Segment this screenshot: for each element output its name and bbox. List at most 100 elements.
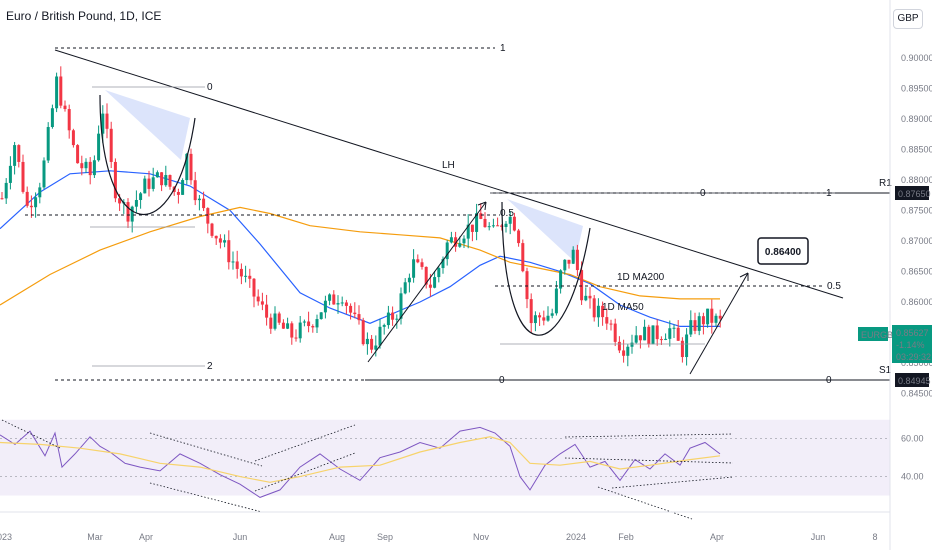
candle-body <box>609 323 613 325</box>
candle-body <box>412 259 416 278</box>
candle-body <box>706 308 710 325</box>
candle-body <box>252 278 256 297</box>
rsi-band <box>0 419 890 496</box>
candle-body <box>17 145 21 162</box>
candle-body <box>311 326 315 328</box>
candle-body <box>382 325 386 327</box>
shaded-pattern-area <box>507 199 583 262</box>
candle-body <box>260 301 264 305</box>
candle-body <box>685 334 689 358</box>
symbol-tag <box>858 327 888 341</box>
candle-body <box>181 180 185 195</box>
candle-body <box>420 262 424 267</box>
symbol-title: Euro / British Pound, 1D, ICE <box>6 9 162 23</box>
target-price-label: 0.86400 <box>765 247 802 258</box>
time-tick-label: Apr <box>710 532 724 542</box>
ma50-label: 1D MA50 <box>602 302 644 313</box>
candle-body <box>622 350 626 356</box>
candle-body <box>496 225 500 227</box>
candle-body <box>189 153 193 181</box>
candle-body <box>130 206 134 222</box>
candle-body <box>676 327 680 341</box>
candle-body <box>319 312 323 320</box>
candle-body <box>328 294 332 301</box>
time-tick-label: Nov <box>473 532 490 542</box>
shaded-pattern-area <box>105 90 190 160</box>
candle-body <box>353 312 357 315</box>
candle-body <box>487 226 491 228</box>
candle-body <box>647 326 651 345</box>
ma200-line <box>0 206 720 306</box>
candle-body <box>668 328 672 339</box>
s1-price-tag <box>895 373 929 387</box>
rsi-channel-line <box>254 452 356 492</box>
last-price-tag <box>892 325 932 363</box>
symbol-tag-label: EURGBP <box>861 330 899 340</box>
rsi-channel-line <box>611 476 734 489</box>
candle-body <box>701 316 705 325</box>
candle-body <box>651 325 655 345</box>
candle-body <box>286 323 290 329</box>
candle-body <box>139 193 143 200</box>
time-tick-label: Aug <box>329 532 345 542</box>
candle-body <box>109 128 113 162</box>
candle-body <box>638 335 642 341</box>
candle-body <box>176 191 180 195</box>
fib-label: 0.5 <box>500 208 514 219</box>
candle-body <box>332 294 336 305</box>
candle-body <box>580 270 584 301</box>
fib-label: 0 <box>700 188 706 199</box>
candle-body <box>101 113 105 134</box>
candle-body <box>118 198 122 204</box>
candle-body <box>563 259 567 271</box>
candle-body <box>533 315 537 324</box>
time-tick-label: 2024 <box>566 532 586 542</box>
cup-curve <box>501 201 591 336</box>
candle-body <box>571 249 575 264</box>
candle-body <box>97 133 101 161</box>
rsi-tick-label: 40.00 <box>901 472 924 482</box>
time-tick-label: Sep <box>377 532 393 542</box>
candle-body <box>344 302 348 306</box>
candle-body <box>160 172 164 186</box>
candle-body <box>21 161 25 192</box>
candle-body <box>206 208 210 224</box>
candle-body <box>105 113 109 129</box>
candle-body <box>336 303 340 305</box>
price-tick-label: 0.87000 <box>901 236 932 246</box>
candle-body <box>403 282 407 294</box>
candle-body <box>559 270 563 289</box>
candle-body <box>445 242 449 260</box>
rsi-channel-line <box>564 457 734 464</box>
candle-body <box>601 305 605 318</box>
candle-body <box>25 191 29 206</box>
fib-label: 2 <box>207 361 213 372</box>
candle-body <box>294 337 298 339</box>
candle-body <box>59 76 63 106</box>
candle-body <box>399 293 403 319</box>
candle-body <box>357 314 361 321</box>
time-tick-label: Feb <box>618 532 634 542</box>
candle-body <box>424 266 428 285</box>
fib-label: 1 <box>500 43 506 54</box>
target-callout <box>757 237 809 265</box>
candle-body <box>55 76 59 109</box>
time-tick-label: Apr <box>139 532 153 542</box>
rsi-line <box>0 426 721 498</box>
time-tick-label: 8 <box>872 532 877 542</box>
candle-body <box>370 338 374 350</box>
candle-body <box>718 315 722 319</box>
candle-body <box>315 319 319 328</box>
candle-body <box>483 218 487 228</box>
candle-body <box>256 296 260 302</box>
candle-body <box>265 304 269 318</box>
candle-body <box>0 198 4 200</box>
candle-body <box>231 261 235 263</box>
currency-button[interactable]: GBP <box>893 9 923 29</box>
candle-body <box>428 284 432 288</box>
candle-body <box>554 288 558 314</box>
candle-body <box>155 172 159 178</box>
lower-highs-trendline <box>54 49 844 299</box>
